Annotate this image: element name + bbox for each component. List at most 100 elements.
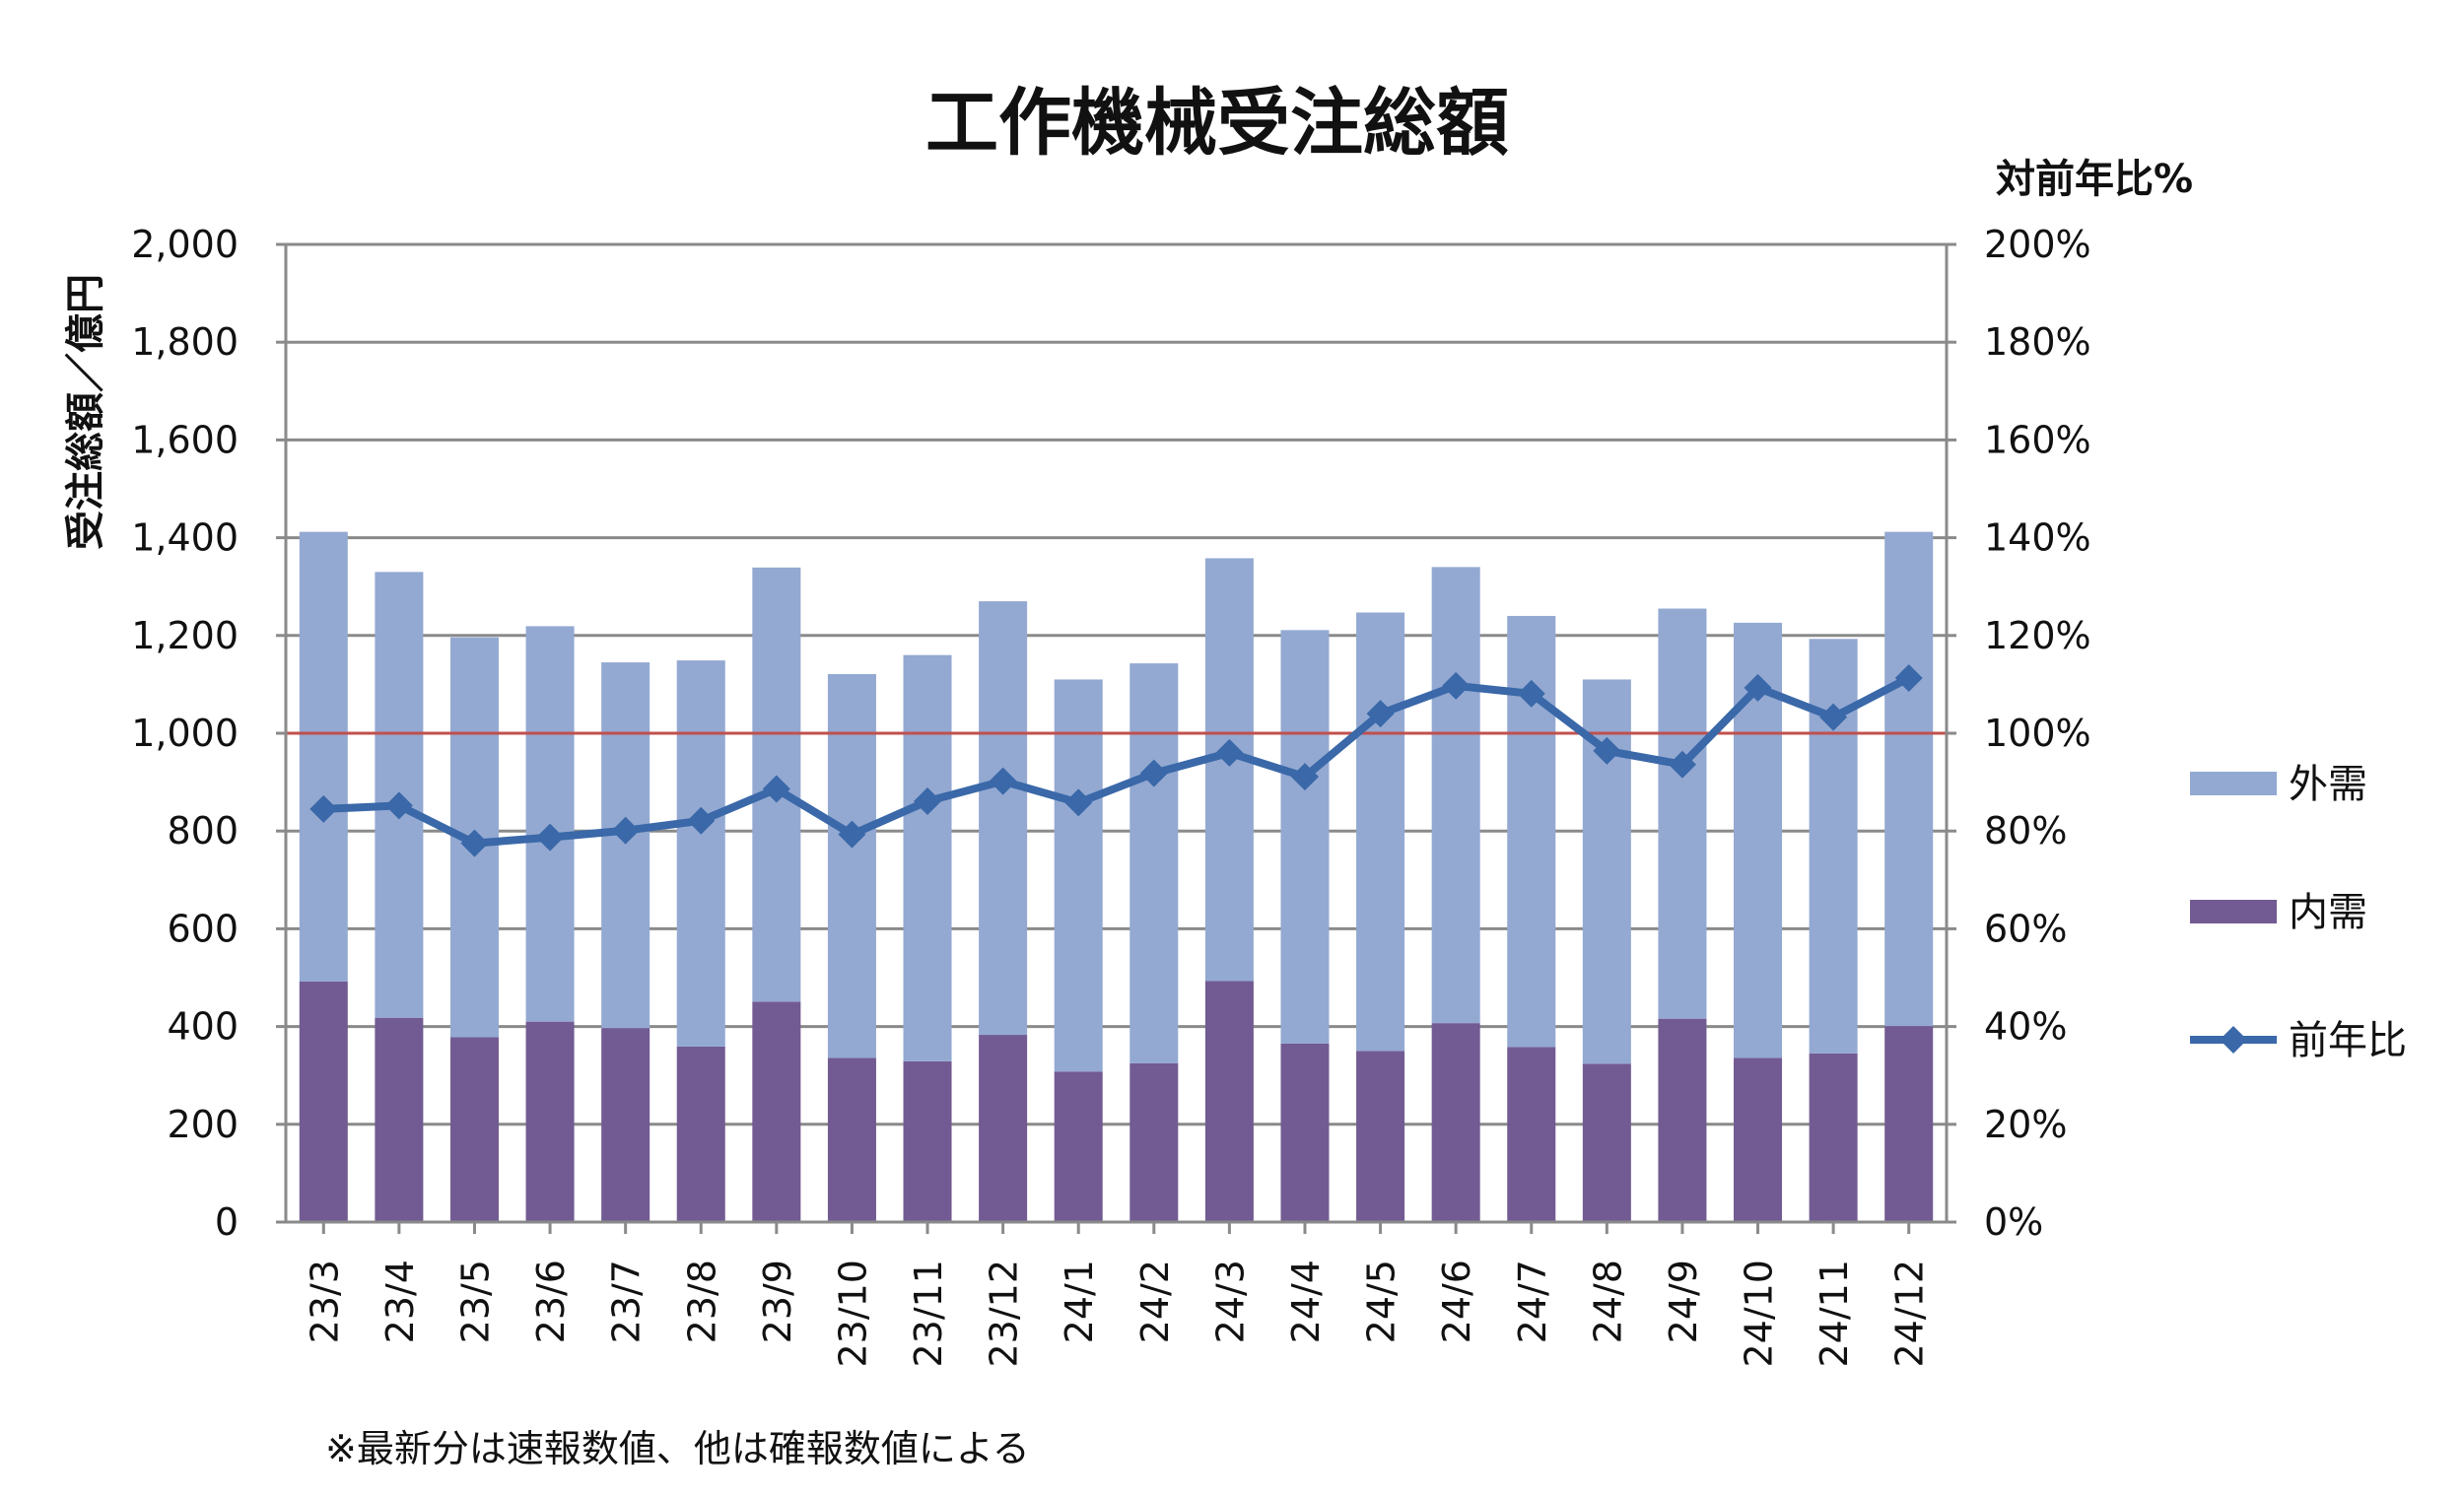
ratio-point bbox=[1290, 763, 1319, 791]
legend-swatch bbox=[2190, 900, 2277, 923]
tick-labels: 0 0% 200 20% 400 40% 600 60% 800 80% 1,000 100% 1,20… bbox=[131, 223, 2090, 1368]
ratio-point bbox=[1894, 663, 1923, 692]
x-tick-label: 24/9 bbox=[1662, 1260, 1705, 1343]
ratio-point bbox=[1442, 671, 1471, 700]
bar-overseas bbox=[1431, 567, 1480, 1024]
ratio-point bbox=[309, 794, 338, 823]
bar-overseas bbox=[676, 660, 725, 1047]
bar-overseas bbox=[299, 531, 348, 982]
x-tick-label: 24/8 bbox=[1586, 1260, 1629, 1343]
bar-domestic bbox=[676, 1046, 725, 1222]
y2-tick-label: 0% bbox=[1984, 1200, 2043, 1244]
ratio-point bbox=[384, 791, 413, 820]
bar-domestic bbox=[827, 1057, 876, 1222]
x-tick-label: 24/11 bbox=[1813, 1260, 1856, 1368]
x-tick-label: 23/6 bbox=[529, 1260, 573, 1343]
ratio-line-series bbox=[309, 663, 1923, 857]
y2-tick-label: 120% bbox=[1984, 614, 2091, 657]
y2-tick-label: 60% bbox=[1984, 907, 2067, 950]
bar-overseas bbox=[903, 654, 952, 1061]
ratio-point bbox=[1744, 673, 1772, 702]
bar-series bbox=[299, 531, 1934, 1222]
x-tick-label: 23/8 bbox=[680, 1260, 723, 1343]
y-tick-label: 1,400 bbox=[131, 516, 239, 560]
bar-domestic bbox=[752, 1001, 801, 1222]
bar-overseas bbox=[979, 601, 1028, 1036]
y2-tick-label: 80% bbox=[1984, 809, 2067, 852]
y-tick-label: 1,600 bbox=[131, 418, 239, 461]
bar-domestic bbox=[979, 1035, 1028, 1222]
ratio-point bbox=[536, 823, 565, 852]
y2-tick-label: 160% bbox=[1984, 418, 2091, 461]
ratio-point bbox=[838, 820, 866, 849]
x-tick-label: 24/10 bbox=[1738, 1260, 1781, 1368]
ratio-point bbox=[914, 786, 942, 815]
ratio-point bbox=[611, 816, 640, 845]
ratio-point bbox=[1215, 738, 1244, 767]
ratio-point bbox=[460, 829, 489, 857]
bar-domestic bbox=[1204, 981, 1254, 1222]
bar-overseas bbox=[601, 662, 650, 1029]
bar-domestic bbox=[1431, 1023, 1480, 1222]
bar-domestic bbox=[299, 981, 348, 1222]
y2-tick-label: 20% bbox=[1984, 1103, 2067, 1146]
legend-swatch bbox=[2190, 772, 2277, 795]
x-tick-label: 24/6 bbox=[1435, 1260, 1478, 1343]
y2-tick-label: 200% bbox=[1984, 223, 2091, 266]
bar-domestic bbox=[903, 1060, 952, 1222]
x-tick-label: 24/1 bbox=[1058, 1260, 1101, 1343]
ratio-point bbox=[762, 775, 790, 803]
x-tick-label: 24/4 bbox=[1284, 1260, 1328, 1343]
x-tick-label: 23/3 bbox=[303, 1260, 346, 1343]
ratio-point bbox=[1517, 679, 1545, 708]
x-tick-label: 23/4 bbox=[378, 1260, 422, 1343]
bar-domestic bbox=[1507, 1047, 1556, 1222]
y-tick-label: 800 bbox=[167, 809, 239, 852]
x-tick-label: 24/5 bbox=[1360, 1260, 1403, 1343]
y-tick-label: 400 bbox=[167, 1005, 239, 1049]
y2-tick-label: 180% bbox=[1984, 320, 2091, 364]
y2-tick-label: 100% bbox=[1984, 712, 2091, 755]
bar-overseas bbox=[1356, 612, 1405, 1052]
bar-domestic bbox=[375, 1017, 424, 1222]
y-tick-label: 1,200 bbox=[131, 614, 239, 657]
axes bbox=[276, 242, 1956, 1234]
bar-domestic bbox=[1129, 1062, 1179, 1222]
x-tick-label: 24/3 bbox=[1208, 1260, 1252, 1343]
bar-domestic bbox=[1356, 1051, 1405, 1222]
bar-overseas bbox=[1884, 531, 1934, 1027]
legend-label: 内需 bbox=[2289, 890, 2367, 935]
ratio-point bbox=[1064, 788, 1093, 817]
footnote: ※最新分は速報数値、他は確報数値による bbox=[325, 1427, 1030, 1470]
bar-overseas bbox=[1658, 608, 1707, 1019]
bar-domestic bbox=[449, 1037, 499, 1222]
x-tick-label: 23/12 bbox=[983, 1260, 1026, 1368]
x-tick-label: 23/5 bbox=[453, 1260, 497, 1343]
y-tick-label: 0 bbox=[215, 1200, 239, 1244]
y-tick-label: 1,000 bbox=[131, 712, 239, 755]
bar-domestic bbox=[1582, 1063, 1631, 1222]
ratio-line bbox=[323, 674, 1911, 848]
ratio-point bbox=[1366, 700, 1395, 728]
bar-domestic bbox=[1658, 1018, 1707, 1222]
bar-domestic bbox=[525, 1021, 575, 1222]
chart-title: 工作機械受注総額 bbox=[925, 81, 1509, 166]
y2-tick-label: 40% bbox=[1984, 1005, 2067, 1049]
legend-marker bbox=[2220, 1026, 2247, 1054]
x-tick-label: 23/10 bbox=[831, 1260, 874, 1368]
x-tick-label: 24/7 bbox=[1511, 1260, 1554, 1343]
x-tick-label: 24/2 bbox=[1133, 1260, 1177, 1343]
ratio-point bbox=[1819, 703, 1848, 731]
bar-domestic bbox=[1809, 1053, 1858, 1222]
bar-overseas bbox=[827, 673, 876, 1058]
y-tick-label: 2,000 bbox=[131, 223, 239, 266]
x-tick-label: 23/7 bbox=[605, 1260, 649, 1343]
ratio-point bbox=[1668, 750, 1696, 779]
y2-tick-label: 140% bbox=[1984, 516, 2091, 560]
right-axis-title: 対前年比% bbox=[1996, 157, 2193, 202]
ratio-point bbox=[1593, 736, 1621, 765]
y-tick-label: 600 bbox=[167, 907, 239, 950]
